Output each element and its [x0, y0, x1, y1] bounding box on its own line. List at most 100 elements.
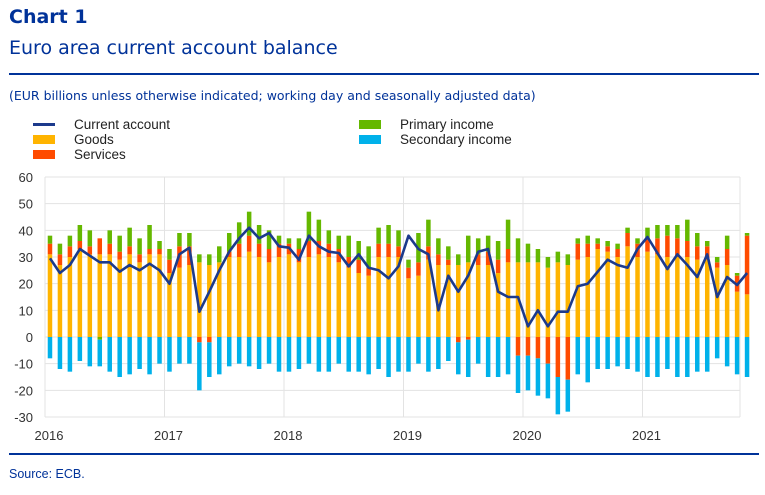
- bar-goods: [57, 265, 63, 337]
- legend-swatch: [359, 120, 381, 129]
- bar-goods: [685, 257, 690, 337]
- bar-secondary-income: [545, 363, 551, 399]
- bar-secondary-income: [456, 342, 461, 375]
- bar-services: [515, 337, 521, 356]
- bar-primary-income: [236, 222, 242, 244]
- bar-services: [97, 238, 103, 255]
- bar-services: [505, 249, 511, 263]
- bar-secondary-income: [734, 337, 740, 375]
- bar-services: [436, 254, 441, 265]
- bar-goods: [555, 262, 561, 337]
- bar-services: [685, 241, 690, 257]
- bar-goods: [356, 273, 361, 337]
- bar-secondary-income: [57, 337, 63, 369]
- bar-secondary-income: [366, 337, 371, 375]
- bar-primary-income: [246, 211, 252, 236]
- bar-goods: [236, 257, 242, 337]
- bar-secondary-income: [167, 337, 172, 372]
- bar-services: [615, 249, 620, 257]
- bar-primary-income: [645, 227, 650, 239]
- bar-secondary-income: [187, 337, 192, 364]
- bar-services: [595, 243, 600, 249]
- bar-secondary-income: [376, 337, 381, 369]
- bar-goods: [306, 257, 312, 337]
- bar-goods: [545, 267, 551, 337]
- bar-services: [386, 243, 391, 257]
- bar-secondary-income: [266, 337, 272, 364]
- bar-services: [107, 243, 112, 255]
- bar-primary-income: [436, 238, 441, 255]
- bar-primary-income: [117, 235, 122, 252]
- bar-primary-income: [515, 238, 521, 263]
- bar-primary-income: [446, 246, 451, 260]
- x-tick-label: 2021: [632, 428, 661, 443]
- legend-label: Primary income: [400, 117, 494, 132]
- bar-secondary-income: [555, 377, 561, 415]
- y-tick-label: -20: [14, 383, 33, 398]
- bar-services: [296, 249, 302, 263]
- bar-goods: [645, 251, 650, 337]
- bar-primary-income: [266, 230, 272, 249]
- bar-goods: [505, 262, 511, 337]
- bar-primary-income: [675, 225, 680, 239]
- y-tick-label: 30: [19, 250, 33, 265]
- bar-secondary-income: [236, 337, 242, 364]
- bar-secondary-income: [685, 337, 690, 377]
- bar-secondary-income: [615, 337, 620, 367]
- bar-secondary-income: [286, 337, 292, 372]
- bar-primary-income: [545, 257, 551, 268]
- bar-secondary-income: [157, 337, 162, 364]
- bar-goods: [714, 267, 720, 337]
- y-tick-label: 10: [19, 303, 33, 318]
- y-tick-label: 60: [19, 170, 33, 185]
- legend-swatch: [33, 150, 55, 159]
- chart-subtitle: (EUR billions unless otherwise indicated…: [9, 88, 536, 103]
- bar-services: [406, 267, 411, 279]
- bar-secondary-income: [77, 337, 83, 361]
- bar-goods: [695, 259, 700, 337]
- bar-secondary-income: [525, 355, 531, 391]
- bar-primary-income: [197, 254, 202, 263]
- source-note: Source: ECB.: [9, 467, 85, 481]
- bar-services: [197, 337, 202, 343]
- bar-primary-income: [456, 254, 461, 265]
- x-tick-label: 2016: [35, 428, 64, 443]
- bar-primary-income: [177, 233, 182, 247]
- bar-services: [137, 254, 142, 263]
- bar-services: [246, 235, 252, 252]
- bar-services: [77, 241, 83, 249]
- bar-services: [555, 337, 561, 377]
- bar-services: [704, 246, 710, 260]
- bar-primary-income: [207, 254, 212, 265]
- bar-primary-income: [217, 246, 222, 263]
- bar-goods: [177, 267, 182, 337]
- bar-secondary-income: [67, 337, 73, 372]
- bar-goods: [316, 254, 322, 337]
- bar-services: [456, 337, 461, 343]
- bar-secondary-income: [595, 337, 600, 369]
- bar-goods: [416, 275, 421, 337]
- y-tick-label: -10: [14, 357, 33, 372]
- bar-primary-income: [87, 230, 93, 247]
- x-tick-label: 2017: [154, 428, 183, 443]
- bar-secondary-income: [645, 337, 650, 377]
- bar-secondary-income: [714, 337, 720, 359]
- bar-services: [446, 259, 451, 265]
- bar-services: [346, 257, 351, 268]
- bar-goods: [525, 262, 531, 337]
- bar-goods: [97, 254, 103, 337]
- bar-services: [47, 243, 53, 255]
- bar-primary-income: [565, 254, 571, 265]
- bar-services: [655, 238, 660, 255]
- bar-services: [416, 262, 421, 276]
- bar-goods: [207, 265, 212, 337]
- bar-goods: [256, 257, 262, 337]
- bar-goods: [137, 262, 142, 337]
- bar-services: [585, 243, 590, 257]
- bar-primary-income: [465, 235, 471, 263]
- legend-label: Goods: [74, 132, 114, 147]
- bar-secondary-income: [246, 337, 252, 367]
- bar-services: [87, 246, 93, 255]
- bar-goods: [724, 265, 730, 337]
